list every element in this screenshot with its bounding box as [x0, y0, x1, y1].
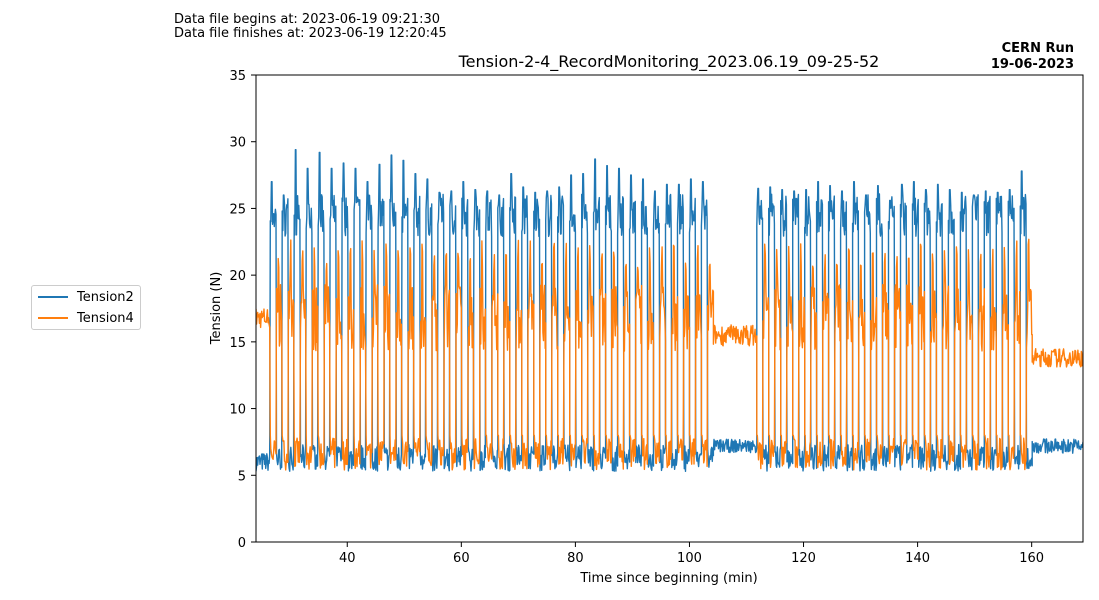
- legend: Tension2 Tension4: [31, 285, 141, 330]
- x-tick-label: 60: [453, 551, 470, 566]
- y-tick-label: 30: [229, 136, 246, 151]
- series-line-tension2: [256, 149, 1083, 472]
- series-line-tension4: [256, 238, 1083, 471]
- y-tick-label: 10: [229, 403, 246, 418]
- axes-layer: 40 60 80 100 120 140 160 0 5 10 15 20 25 30 35: [229, 69, 1084, 566]
- x-tick-label: 100: [677, 551, 702, 566]
- y-tick-label: 0: [238, 536, 246, 551]
- y-tick-label: 35: [229, 69, 246, 84]
- chart-title: Tension-2-4_RecordMonitoring_2023.06.19_…: [458, 52, 880, 72]
- x-tick-label: 120: [791, 551, 816, 566]
- series-layer: [256, 149, 1083, 472]
- run-label-line2: 19-06-2023: [990, 57, 1074, 72]
- legend-swatch-tension4: [38, 317, 68, 319]
- x-tick-label: 80: [567, 551, 584, 566]
- legend-item-tension4: Tension4: [38, 309, 134, 327]
- file-begins-text: Data file begins at: 2023-06-19 09:21:30: [174, 12, 441, 27]
- file-finishes-text: Data file finishes at: 2023-06-19 12:20:…: [174, 26, 447, 41]
- y-tick-label: 25: [229, 202, 246, 217]
- legend-label-tension4: Tension4: [77, 310, 134, 326]
- x-tick-label: 160: [1019, 551, 1044, 566]
- run-label-line1: CERN Run: [1001, 41, 1074, 56]
- x-tick-label: 40: [339, 551, 356, 566]
- y-axis-label: Tension (N): [209, 272, 224, 346]
- legend-label-tension2: Tension2: [77, 289, 134, 305]
- x-tick-label: 140: [905, 551, 930, 566]
- plot-frame: [255, 74, 1084, 543]
- legend-swatch-tension2: [38, 296, 68, 298]
- y-tick-label: 20: [229, 269, 246, 284]
- y-tick-label: 5: [238, 469, 246, 484]
- x-axis-label: Time since beginning (min): [579, 571, 757, 586]
- y-tick-label: 15: [229, 336, 246, 351]
- legend-item-tension2: Tension2: [38, 288, 134, 306]
